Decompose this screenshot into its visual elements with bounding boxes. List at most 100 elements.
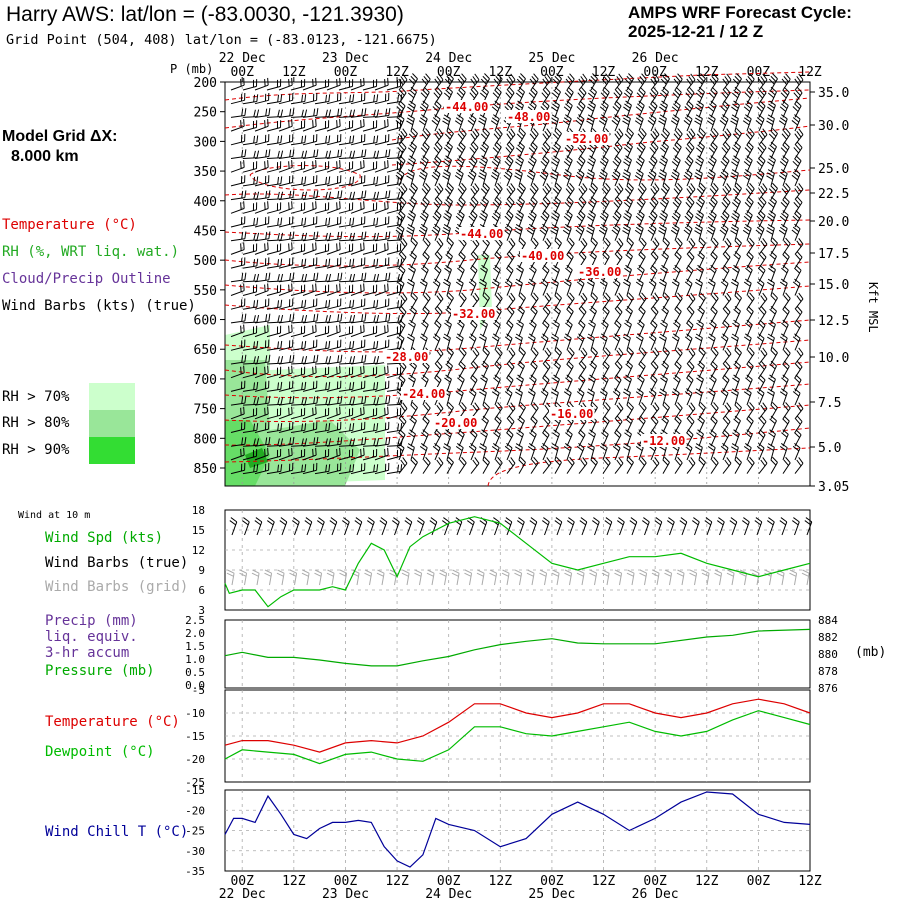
upper-wind-barb	[230, 175, 246, 187]
upper-wind-barb	[266, 325, 282, 338]
upper-wind-barb	[302, 395, 319, 406]
upper-wind-barb	[730, 114, 739, 132]
upper-wind-barb	[242, 299, 259, 310]
upper-wind-barb	[743, 155, 753, 173]
upper-wind-barb	[506, 251, 515, 269]
upper-wind-barb	[719, 114, 729, 132]
upper-wind-barb	[290, 109, 308, 118]
upper-wind-barb	[362, 258, 379, 269]
upper-wind-barb	[266, 258, 283, 269]
upper-wind-barb	[566, 292, 575, 310]
upper-wind-barb	[350, 272, 367, 283]
upper-wind-barb	[362, 273, 380, 283]
upper-wind-barb	[650, 360, 659, 378]
upper-wind-barb	[506, 402, 516, 420]
upper-wind-barb	[422, 456, 431, 474]
upper-wind-barb	[659, 210, 668, 228]
upper-wind-barb	[242, 340, 259, 351]
upper-wind-barb	[266, 397, 284, 406]
upper-wind-barb	[529, 319, 537, 337]
sfc-wind-barb-true	[729, 517, 738, 536]
upper-wind-barb	[562, 223, 572, 241]
upper-wind-barb	[407, 210, 416, 228]
upper-wind-barb	[552, 319, 560, 337]
sfc-wind-barb-grid	[526, 569, 535, 586]
upper-wind-barb	[338, 217, 355, 228]
upper-wind-barb	[479, 141, 489, 159]
top-hour-label: 12Z	[798, 65, 822, 80]
sfc-wind-barb-grid	[239, 569, 248, 586]
height-tick-label: 20.0	[818, 215, 849, 230]
upper-wind-barb	[563, 388, 572, 406]
upper-wind-barb	[515, 86, 525, 104]
wind-tick-label: 15	[192, 524, 205, 537]
upper-wind-barb	[290, 299, 307, 310]
sfc-wind-barb-true	[517, 517, 525, 536]
upper-wind-barb	[696, 429, 704, 447]
upper-wind-barb	[587, 210, 596, 228]
upper-wind-barb	[733, 360, 741, 378]
upper-wind-barb	[278, 298, 294, 310]
upper-wind-barb	[266, 79, 282, 91]
sfc-wind-barb-true	[429, 517, 438, 536]
upper-wind-barb	[278, 175, 294, 187]
upper-wind-barb	[722, 237, 732, 255]
upper-wind-barb	[709, 374, 717, 392]
sfc-wind-barb-true	[504, 517, 513, 536]
upper-wind-barb	[397, 86, 407, 104]
upper-wind-barb	[515, 210, 524, 228]
upper-wind-barb	[745, 128, 755, 146]
upper-wind-barb	[601, 319, 609, 337]
upper-wind-barb	[302, 313, 319, 324]
upper-wind-barb	[386, 79, 402, 91]
upper-wind-barb	[302, 242, 317, 255]
top-day-label: 22 Dec	[219, 51, 266, 66]
upper-wind-barb	[326, 201, 341, 214]
sfc-wind-barb-true	[629, 517, 638, 536]
upper-wind-barb	[721, 196, 731, 214]
upper-wind-barb	[445, 360, 453, 378]
upper-wind-barb	[396, 333, 405, 351]
upper-wind-barb	[350, 354, 367, 365]
upper-wind-barb	[611, 168, 621, 187]
upper-wind-barb	[757, 196, 767, 214]
upper-wind-barb	[431, 114, 441, 132]
upper-wind-barb	[516, 264, 524, 282]
upper-wind-barb	[266, 232, 284, 242]
upper-wind-barb	[230, 365, 245, 379]
upper-wind-barb	[662, 456, 670, 474]
upper-wind-barb	[242, 381, 259, 392]
upper-wind-barb	[541, 196, 551, 214]
legend-wind-chill: Wind Chill T (°C)	[45, 824, 189, 840]
upper-wind-barb	[684, 333, 693, 351]
upper-wind-barb	[326, 242, 341, 255]
upper-wind-barb	[362, 314, 380, 324]
upper-wind-barb	[588, 429, 596, 447]
upper-wind-barb	[290, 464, 307, 475]
upper-wind-barb	[350, 421, 366, 433]
upper-wind-barb	[674, 402, 683, 420]
upper-wind-barb	[577, 86, 587, 104]
upper-wind-barb	[302, 354, 319, 365]
upper-wind-barb	[746, 402, 755, 420]
upper-wind-barb	[338, 150, 356, 159]
upper-wind-barb	[614, 183, 624, 200]
upper-wind-barb	[686, 457, 696, 474]
temperature-contour-label: -12.00	[642, 434, 685, 448]
upper-wind-barb	[278, 242, 293, 255]
upper-wind-barb	[278, 160, 293, 173]
upper-wind-barb	[326, 354, 343, 365]
upper-wind-barb	[242, 258, 259, 269]
upper-wind-barb	[542, 306, 551, 324]
upper-wind-barb	[587, 100, 596, 118]
upper-wind-barb	[350, 298, 366, 310]
upper-wind-barb	[326, 436, 343, 447]
legend-wind-barbs-grid: Wind Barbs (grid)	[45, 579, 189, 595]
upper-wind-barb	[467, 114, 477, 132]
upper-wind-barb	[563, 443, 572, 461]
sfc-wind-barb-true	[654, 517, 663, 536]
upper-wind-barb	[684, 388, 693, 406]
sfc-wind-barb-grid	[626, 569, 635, 586]
upper-wind-barb	[326, 160, 341, 173]
upper-wind-barb	[314, 161, 330, 173]
